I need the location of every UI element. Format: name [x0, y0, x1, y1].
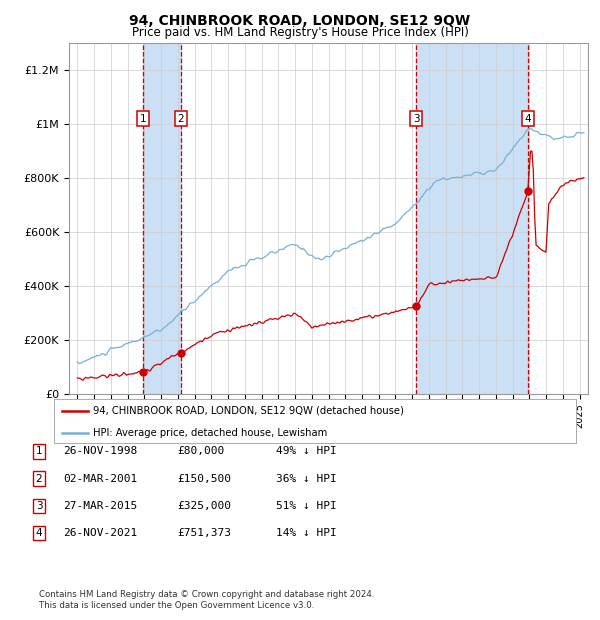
- Text: 02-MAR-2001: 02-MAR-2001: [63, 474, 137, 484]
- Text: 94, CHINBROOK ROAD, LONDON, SE12 9QW (detached house): 94, CHINBROOK ROAD, LONDON, SE12 9QW (de…: [93, 405, 404, 416]
- Text: Contains HM Land Registry data © Crown copyright and database right 2024.
This d: Contains HM Land Registry data © Crown c…: [39, 590, 374, 609]
- Text: 2: 2: [178, 114, 184, 124]
- Text: 49% ↓ HPI: 49% ↓ HPI: [276, 446, 337, 456]
- Text: £150,500: £150,500: [177, 474, 231, 484]
- Text: 94, CHINBROOK ROAD, LONDON, SE12 9QW: 94, CHINBROOK ROAD, LONDON, SE12 9QW: [130, 14, 470, 28]
- Text: 26-NOV-1998: 26-NOV-1998: [63, 446, 137, 456]
- Bar: [143, 43, 181, 394]
- Text: 36% ↓ HPI: 36% ↓ HPI: [276, 474, 337, 484]
- Text: 51% ↓ HPI: 51% ↓ HPI: [276, 501, 337, 511]
- Text: 4: 4: [524, 114, 531, 124]
- Bar: [416, 43, 528, 394]
- Text: 1: 1: [35, 446, 43, 456]
- Text: 26-NOV-2021: 26-NOV-2021: [63, 528, 137, 538]
- Text: 3: 3: [35, 501, 43, 511]
- Text: HPI: Average price, detached house, Lewisham: HPI: Average price, detached house, Lewi…: [93, 428, 328, 438]
- Text: 2: 2: [35, 474, 43, 484]
- Text: Price paid vs. HM Land Registry's House Price Index (HPI): Price paid vs. HM Land Registry's House …: [131, 26, 469, 39]
- Text: £751,373: £751,373: [177, 528, 231, 538]
- Text: 4: 4: [35, 528, 43, 538]
- Text: 3: 3: [413, 114, 419, 124]
- Text: 14% ↓ HPI: 14% ↓ HPI: [276, 528, 337, 538]
- Text: 27-MAR-2015: 27-MAR-2015: [63, 501, 137, 511]
- Text: £325,000: £325,000: [177, 501, 231, 511]
- Text: 1: 1: [139, 114, 146, 124]
- Text: £80,000: £80,000: [177, 446, 224, 456]
